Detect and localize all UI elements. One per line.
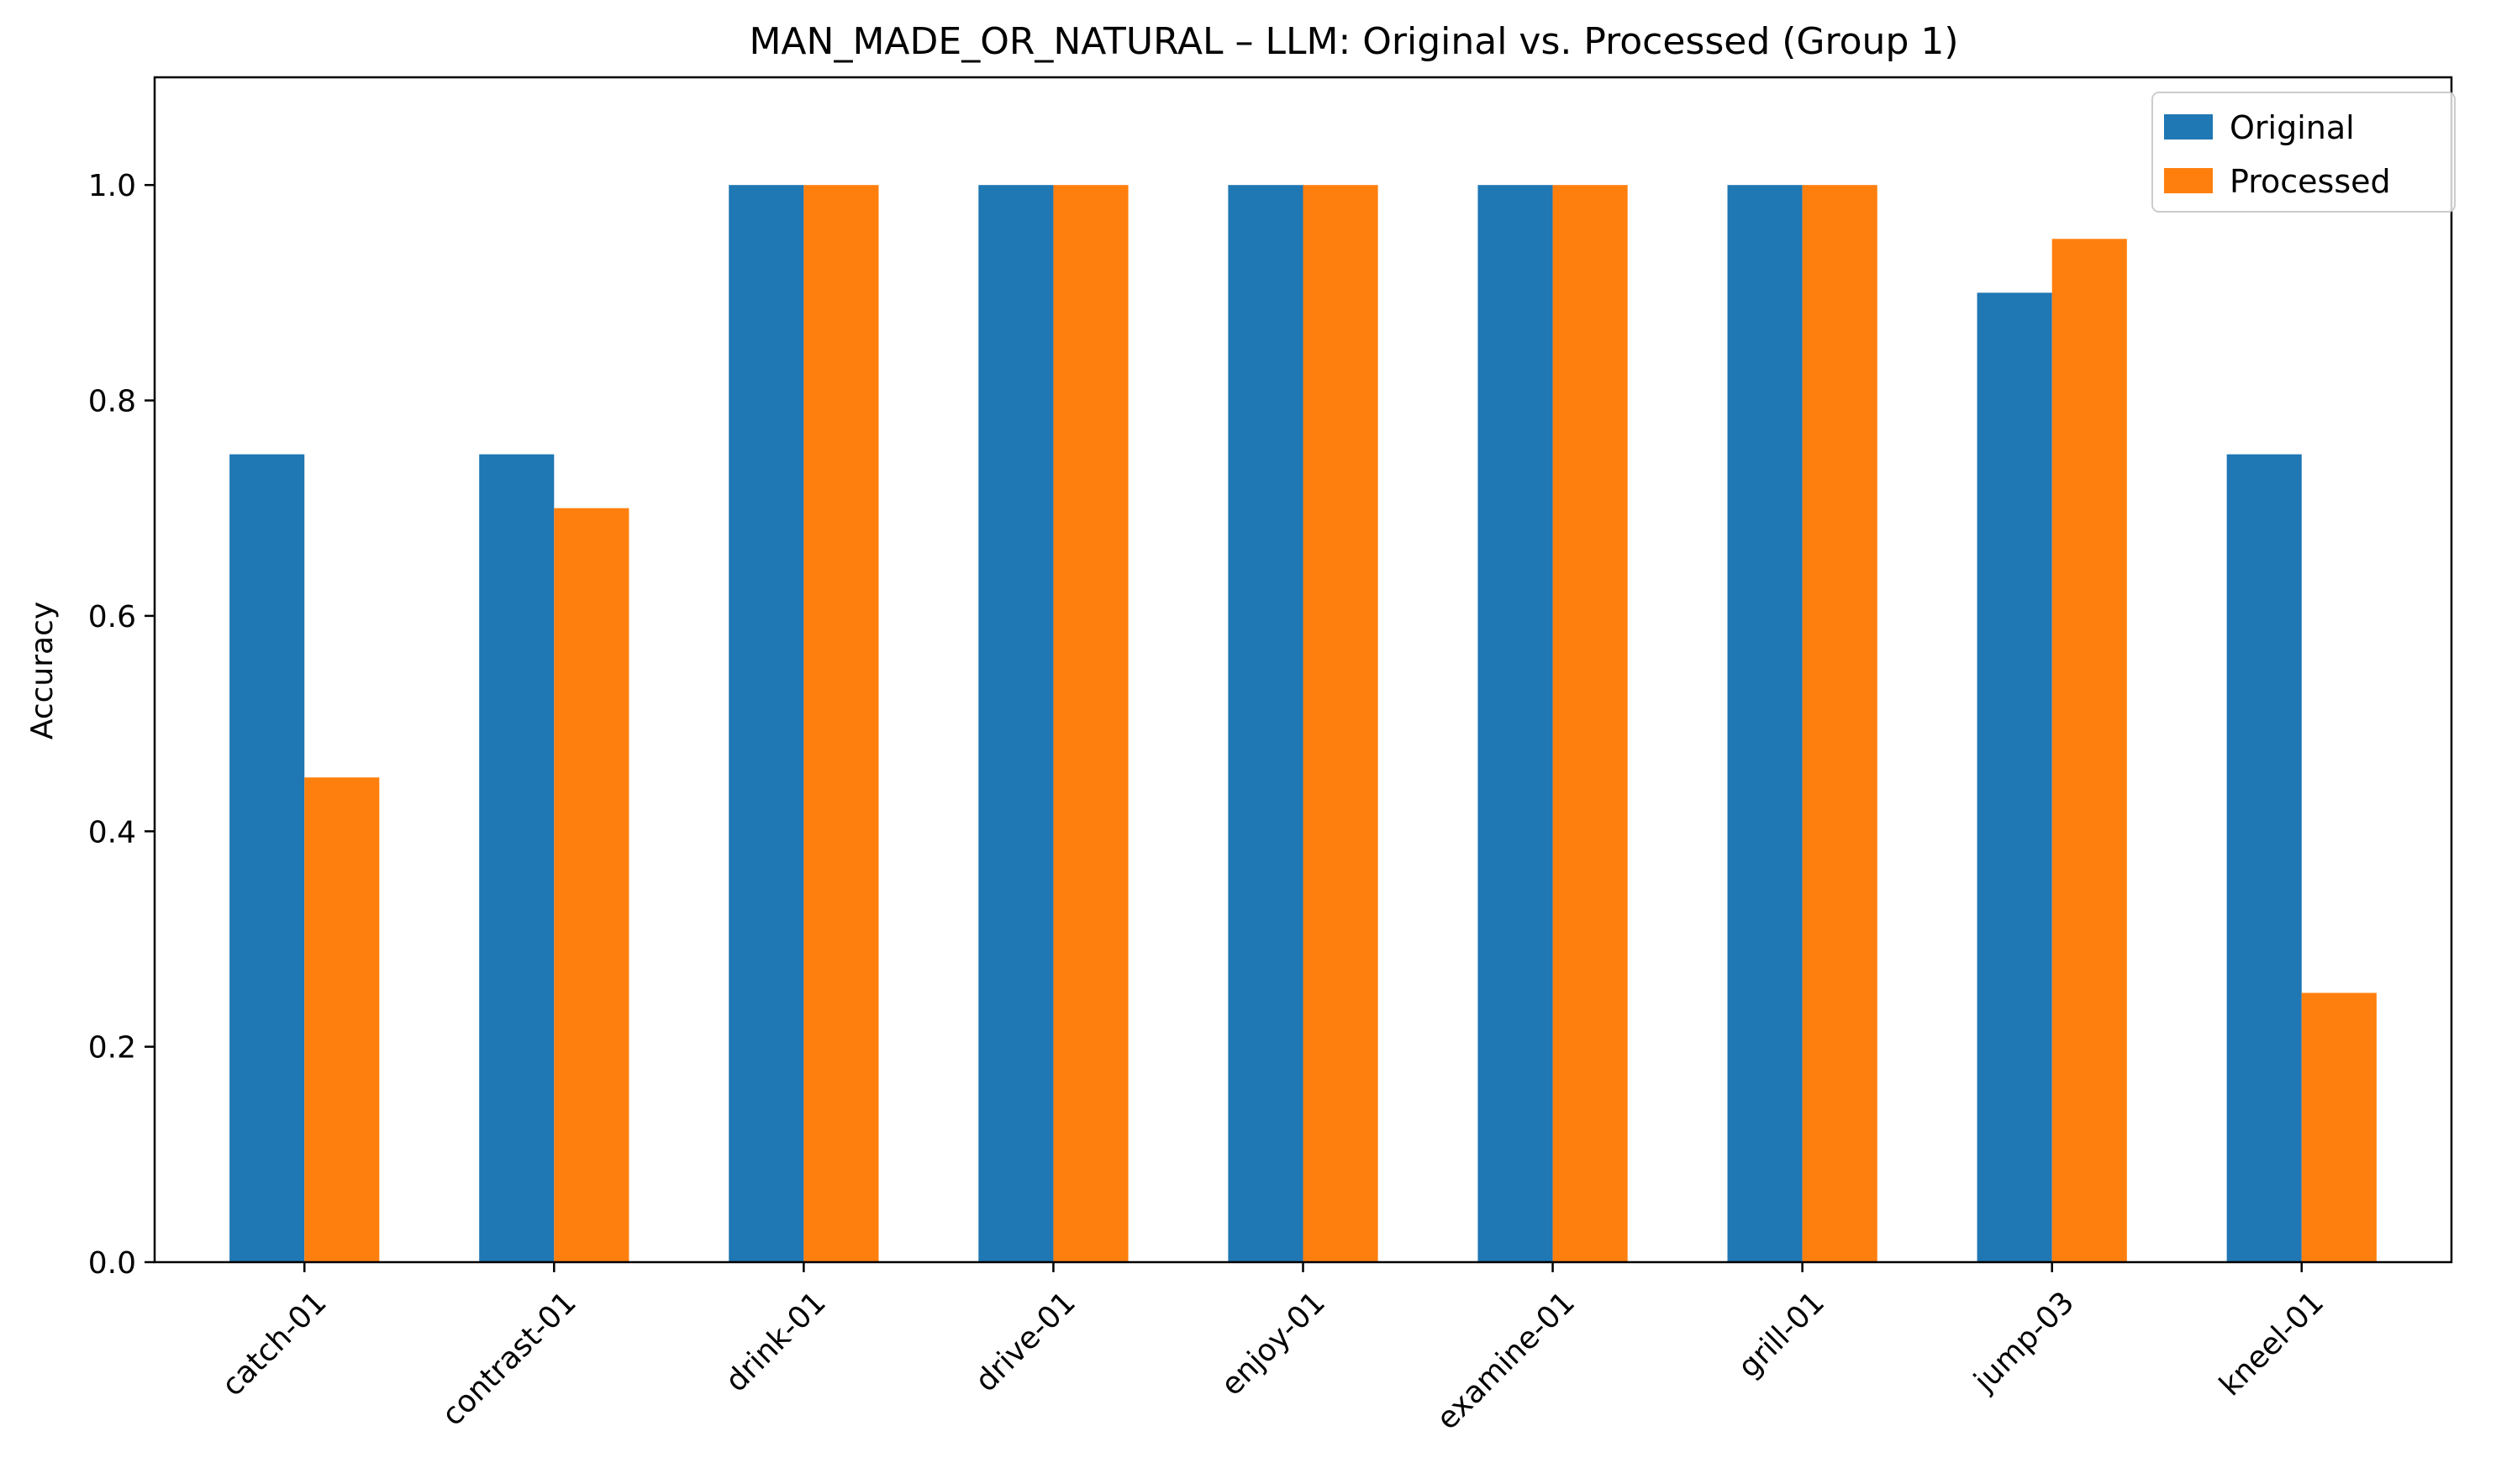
bar-original-grill-01: [1727, 185, 1803, 1262]
y-tick-label: 0.4: [88, 815, 136, 850]
bar-processed-drive-01: [1053, 185, 1129, 1262]
bar-processed-jump-03: [2051, 239, 2127, 1263]
legend-box: [2151, 92, 2456, 213]
bars-layer: [229, 185, 2377, 1263]
bar-original-contrast-01: [479, 454, 555, 1262]
y-tick-label: 0.2: [88, 1031, 136, 1066]
bar-processed-drink-01: [803, 185, 879, 1262]
legend: Original Processed: [2151, 92, 2456, 213]
y-axis: 0.0 0.2 0.4 0.6 0.8 1.0: [88, 169, 155, 1281]
bar-original-enjoy-01: [1228, 185, 1303, 1262]
bar-processed-catch-01: [304, 777, 380, 1262]
y-tick-label: 1.0: [88, 169, 136, 203]
y-axis-label: Accuracy: [25, 602, 60, 739]
legend-label-processed: Processed: [2230, 163, 2391, 200]
bar-processed-contrast-01: [554, 508, 629, 1262]
bar-original-catch-01: [229, 454, 305, 1262]
bar-original-examine-01: [1477, 185, 1553, 1262]
bar-processed-grill-01: [1802, 185, 1877, 1262]
legend-swatch-processed: [2164, 168, 2213, 193]
bar-processed-examine-01: [1552, 185, 1628, 1262]
bar-original-drive-01: [978, 185, 1054, 1262]
legend-swatch-original: [2164, 114, 2213, 139]
y-tick-label: 0.8: [88, 385, 136, 419]
bar-processed-enjoy-01: [1303, 185, 1378, 1262]
legend-label-original: Original: [2230, 109, 2355, 146]
y-tick-label: 0.6: [88, 600, 136, 634]
bar-original-drink-01: [729, 185, 804, 1262]
bar-processed-kneel-01: [2301, 992, 2377, 1262]
chart-title: MAN_MADE_OR_NATURAL – LLM: Original vs. …: [749, 20, 1958, 63]
bar-original-jump-03: [1977, 292, 2052, 1262]
y-tick-label: 0.0: [88, 1246, 136, 1281]
bar-original-kneel-01: [2226, 454, 2302, 1262]
plot-frame: [153, 76, 2453, 1264]
